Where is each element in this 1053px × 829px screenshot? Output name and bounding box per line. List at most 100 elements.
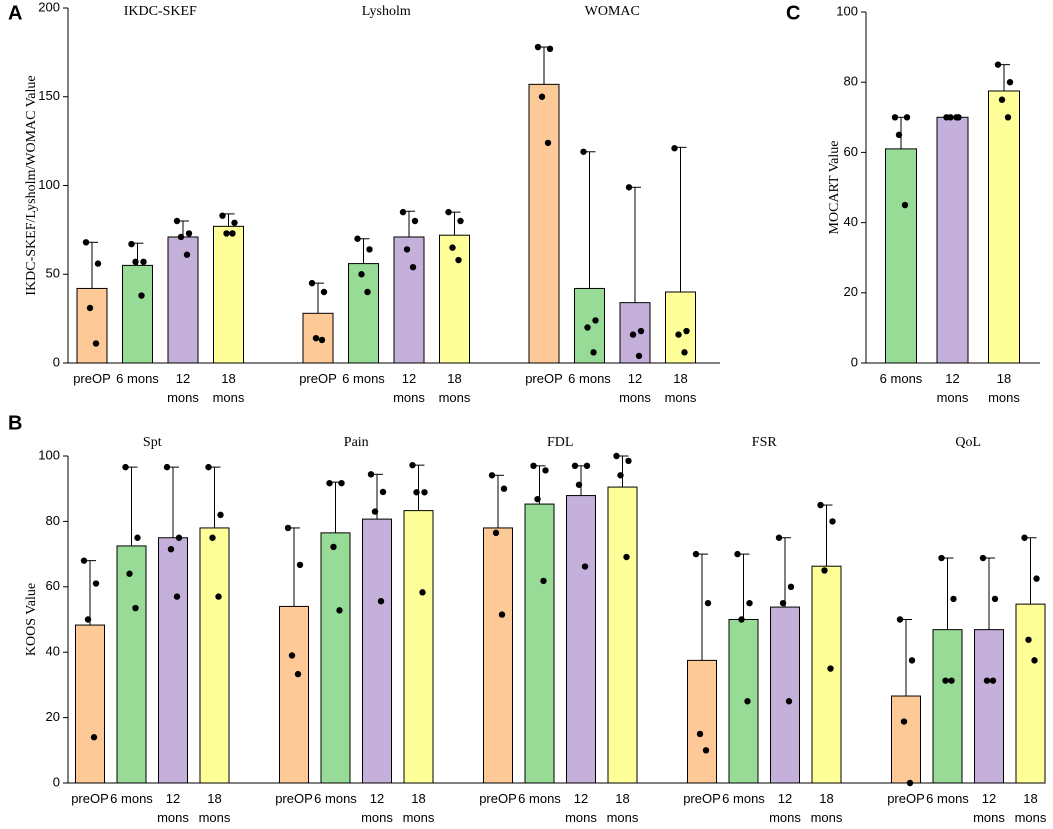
group-title: FDL	[547, 435, 573, 450]
bar	[891, 695, 921, 784]
data-point	[500, 485, 508, 492]
data-point	[326, 479, 333, 487]
y-tick-label: 80	[46, 513, 60, 528]
x-tick-label: 18 mons	[988, 371, 1020, 405]
data-point	[827, 665, 834, 672]
x-tick-label: preOP	[299, 371, 337, 386]
data-point	[696, 730, 704, 738]
data-point	[126, 570, 133, 577]
data-point	[330, 543, 337, 551]
x-tick-label: 6 mons	[116, 371, 159, 386]
y-tick-label: 100	[836, 3, 858, 18]
y-tick-label: 0	[53, 354, 60, 369]
data-point	[379, 488, 387, 496]
data-point	[175, 534, 183, 541]
bar	[524, 503, 555, 784]
data-point	[498, 611, 506, 618]
data-point	[947, 114, 954, 121]
data-point	[92, 580, 100, 587]
data-point	[229, 230, 236, 237]
data-point	[399, 208, 407, 216]
data-point	[122, 463, 129, 471]
bar	[393, 236, 425, 364]
data-point	[173, 217, 181, 225]
bar	[116, 545, 147, 784]
data-point	[590, 349, 597, 356]
data-point	[938, 554, 945, 562]
data-point	[546, 45, 554, 53]
bar	[439, 234, 470, 364]
data-point	[979, 554, 987, 562]
x-tick-label: preOP	[275, 791, 313, 806]
data-point	[223, 230, 230, 237]
data-point	[94, 260, 102, 267]
group-title: IKDC-SKEF	[124, 4, 197, 19]
data-point	[692, 550, 700, 558]
y-axis-label: KOOS Value	[24, 583, 39, 656]
data-point	[779, 599, 787, 607]
y-tick-label: 0	[53, 774, 60, 789]
data-point	[592, 317, 599, 324]
panel-letter: A	[8, 2, 22, 24]
x-tick-label: 18 mons	[198, 791, 231, 825]
data-point	[1021, 534, 1028, 541]
data-point	[354, 235, 361, 242]
x-tick-label: 12 mons	[619, 371, 651, 405]
data-point	[785, 698, 793, 705]
y-tick-label: 40	[844, 214, 858, 229]
data-point	[1033, 575, 1040, 582]
data-point	[167, 545, 175, 553]
data-point	[734, 550, 741, 558]
data-point	[948, 677, 955, 684]
data-point	[449, 244, 456, 251]
data-point	[623, 553, 630, 561]
data-point	[413, 489, 420, 496]
data-point	[403, 246, 411, 253]
y-axis-label: IKDC-SKEF/Lysholm/WOMAC Value	[24, 75, 39, 295]
data-point	[821, 567, 828, 574]
x-tick-label: 6 mons	[879, 371, 923, 386]
group-title: WOMAC	[585, 4, 640, 19]
bar	[988, 90, 1020, 364]
y-tick-label: 20	[844, 284, 858, 299]
data-point	[1025, 636, 1032, 643]
data-point	[817, 501, 824, 509]
y-axis-label: MOCART Value	[827, 141, 842, 235]
x-tick-label: 6 mons	[722, 791, 765, 806]
x-tick-label: 12 mons	[936, 371, 969, 405]
x-tick-label: preOP	[73, 371, 111, 386]
bar	[167, 236, 199, 364]
data-point	[903, 114, 911, 121]
y-tick-label: 80	[844, 74, 858, 89]
x-tick-label: 6 mons	[926, 791, 969, 806]
y-tick-label: 60	[844, 144, 858, 159]
data-point	[231, 219, 238, 226]
data-point	[738, 616, 745, 623]
bar	[932, 629, 963, 784]
data-point	[530, 462, 537, 470]
bar	[213, 225, 244, 364]
x-tick-label: 6 mons	[314, 791, 357, 806]
data-point	[991, 595, 999, 603]
bar	[728, 619, 759, 784]
data-point	[571, 462, 579, 470]
data-point	[637, 327, 645, 335]
data-point	[538, 93, 546, 100]
data-point	[575, 481, 583, 488]
data-point	[338, 479, 345, 487]
data-point	[215, 593, 222, 600]
data-point	[140, 258, 147, 266]
y-tick-label: 60	[46, 578, 60, 593]
data-point	[584, 324, 591, 331]
y-tick-label: 50	[46, 266, 60, 281]
data-point	[134, 534, 141, 541]
data-point	[409, 461, 416, 469]
data-point	[377, 597, 385, 605]
bar	[607, 486, 638, 784]
data-point	[411, 217, 419, 225]
data-point	[625, 457, 632, 465]
data-point	[702, 747, 710, 754]
data-point	[132, 604, 139, 612]
